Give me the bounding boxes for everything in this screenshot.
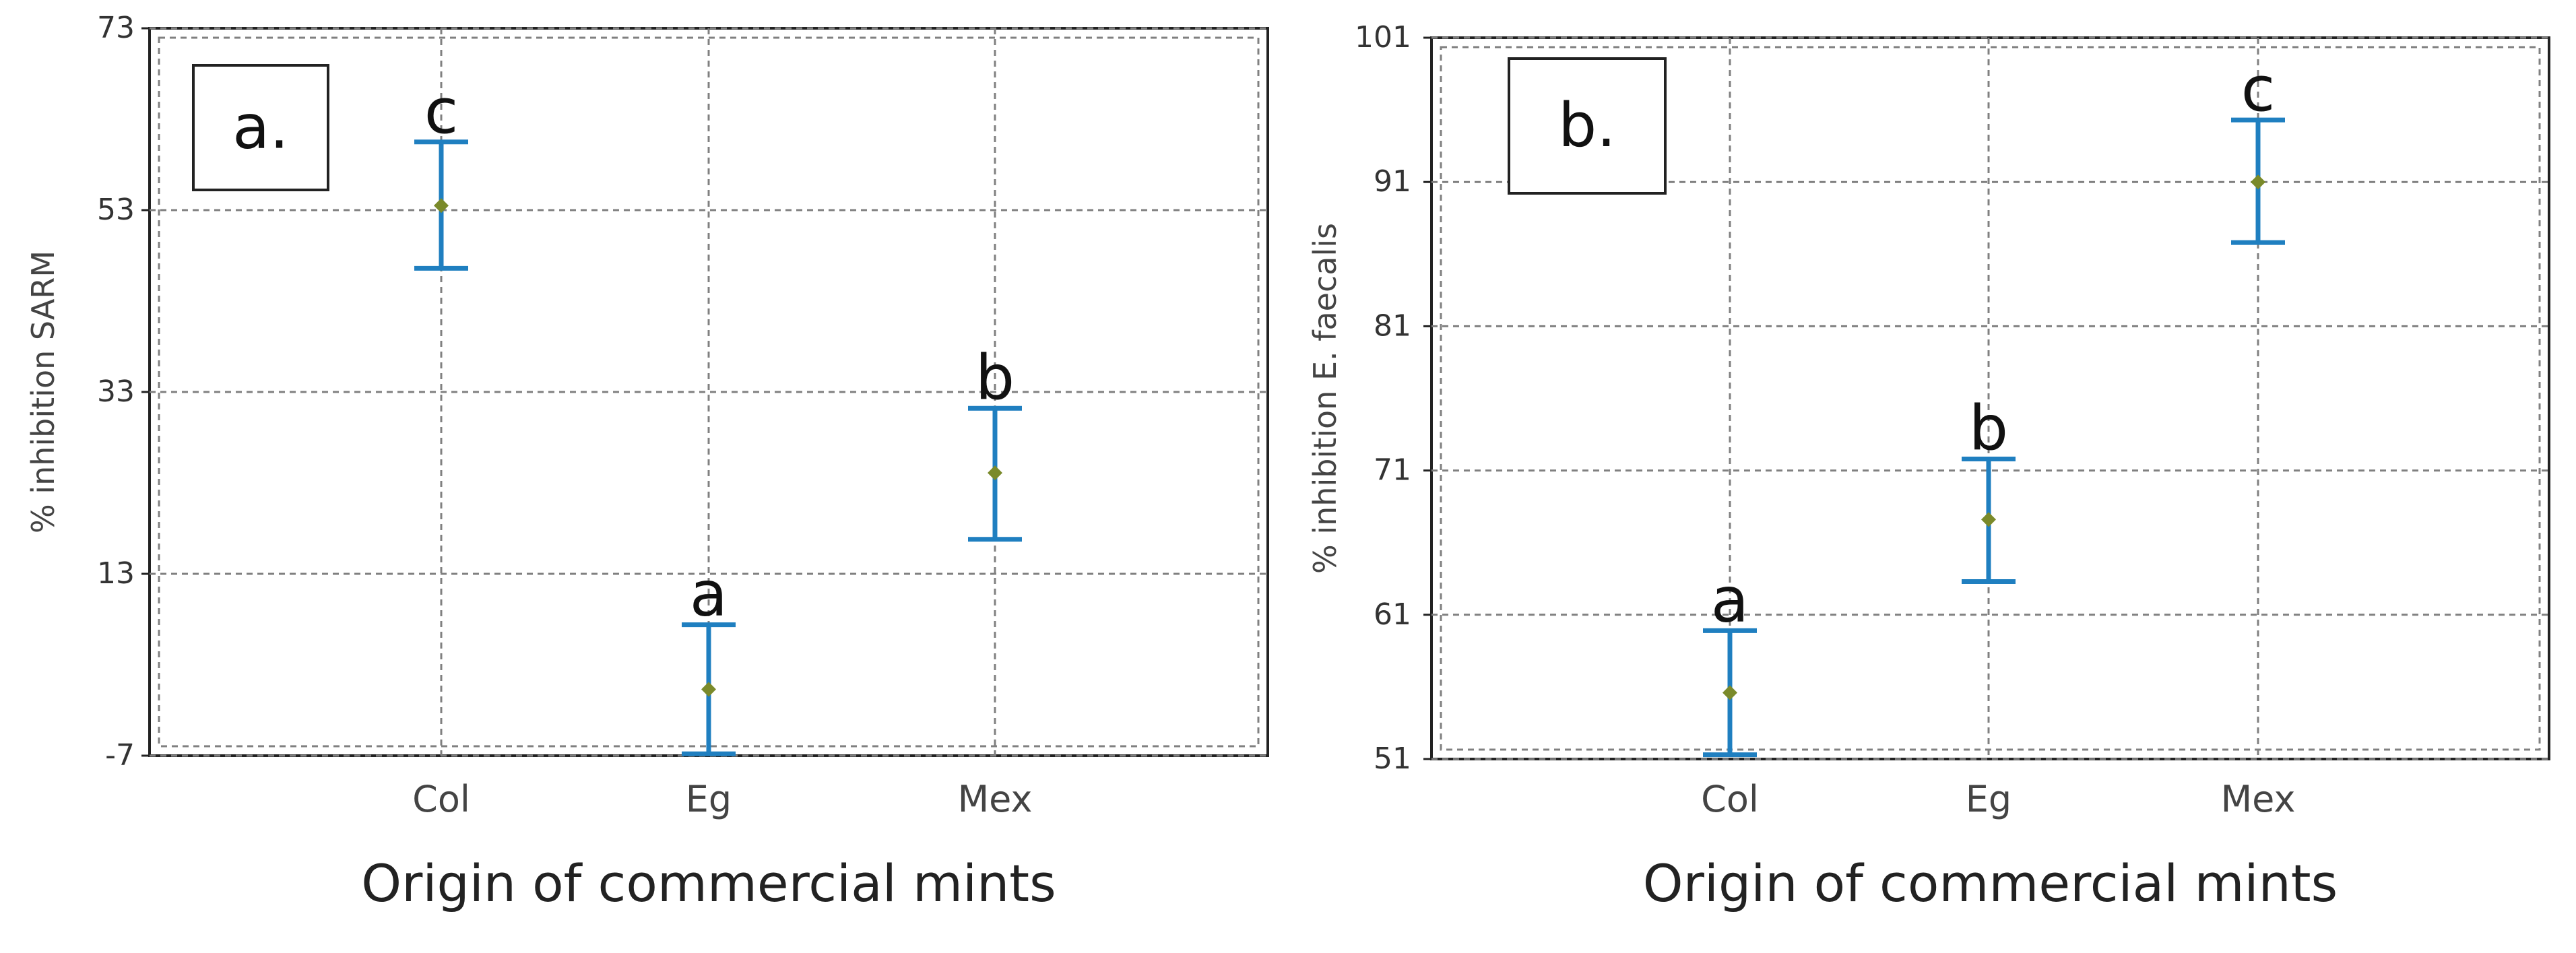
y-tick-label: 71 [1374,453,1411,488]
panel-label-box [192,64,329,191]
y-tick-label: 81 [1374,308,1411,343]
y-tick-label: 73 [97,11,135,45]
inner-dashed-frame [158,36,1260,748]
mean-marker [2251,174,2265,190]
y-tick-label: 13 [97,556,135,591]
x-tick-label: Eg [1966,778,2011,820]
x-tick-label: Mex [958,778,1033,820]
chart-panel-b: 51 61 71 81 91 101 Col Eg Mex % inhibition E. fae… [1307,20,2550,913]
error-bar [968,405,1022,542]
significance-letter: b [975,341,1015,414]
y-tick-label: 91 [1374,164,1411,199]
chart-panel-a: -7 13 33 53 73 Col Eg Mex % inhibition SARM Origi… [25,11,1269,913]
mean-marker [701,682,716,697]
error-bar [2231,117,2285,245]
x-tick-label: Eg [686,778,732,820]
plot-frame [1430,36,2550,760]
error-bar [1962,456,2016,585]
error-bar [682,622,736,756]
significance-letter: c [2241,53,2276,125]
x-axis-label: Origin of commercial mints [1643,853,2338,913]
significance-letter: a [1711,564,1749,636]
y-tick-label: 33 [97,374,135,409]
significance-letter: b [1969,392,2008,464]
inner-dashed-frame [1440,46,2541,751]
x-axis-label: Origin of commercial mints [361,853,1056,913]
y-tick-label: 61 [1374,597,1411,632]
panel-label: b. [1558,90,1616,161]
error-bar [1703,628,1757,758]
panel-label: a. [232,92,289,163]
mean-marker [434,198,449,213]
significance-letter: a [690,558,728,630]
y-tick-label: 51 [1374,742,1411,776]
error-bar [414,139,468,271]
y-tick-label: 53 [97,193,135,227]
x-tick-label: Col [412,778,470,820]
y-axis-label: % inhibition E. faecalis [1307,223,1343,574]
mean-marker [1722,685,1737,700]
panel-label-box [1508,57,1667,195]
mean-marker [988,465,1002,481]
y-tick-label: -7 [105,738,135,773]
mean-marker [1981,512,1996,527]
significance-letter: c [424,75,459,147]
x-tick-label: Col [1701,778,1759,820]
x-tick-label: Mex [2221,778,2296,820]
y-axis-label: % inhibition SARM [25,251,61,533]
y-tick-label: 101 [1355,20,1411,55]
